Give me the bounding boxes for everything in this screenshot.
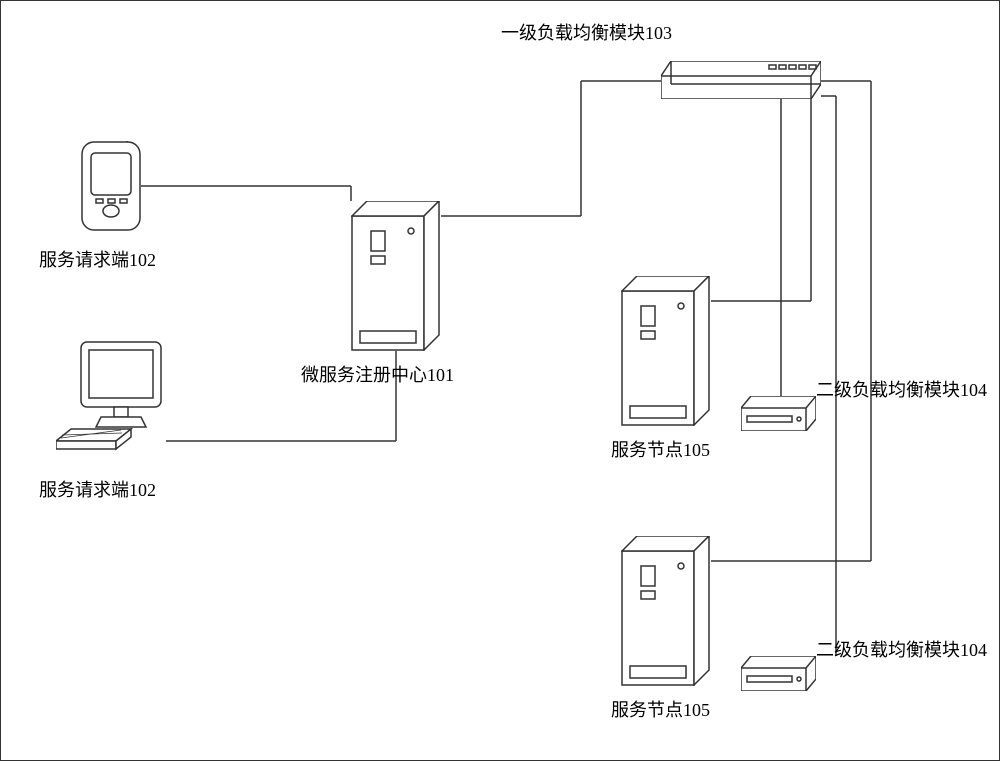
client-pc-label: 服务请求端102 (39, 476, 156, 502)
registry-label: 微服务注册中心101 (301, 361, 454, 387)
diagram-canvas: 一级负载均衡模块103 服务请求端102 微服务注册中心101 服务请求端10 (0, 0, 1000, 761)
switch-icon (661, 61, 821, 99)
modem-icon (741, 396, 816, 431)
node-a-label: 服务节点105 (611, 436, 710, 462)
lb1-label: 一级负载均衡模块103 (501, 19, 672, 45)
server-icon (621, 536, 711, 686)
lb2-a-label: 二级负载均衡模块104 (816, 376, 987, 402)
server-icon (351, 201, 441, 351)
lb2-b-label: 二级负载均衡模块104 (816, 636, 987, 662)
server-icon (621, 276, 711, 426)
mobile-icon (81, 141, 141, 231)
node-b-label: 服务节点105 (611, 696, 710, 722)
modem-icon (741, 656, 816, 691)
client-mobile-label: 服务请求端102 (39, 246, 156, 272)
pc-icon (56, 341, 166, 461)
